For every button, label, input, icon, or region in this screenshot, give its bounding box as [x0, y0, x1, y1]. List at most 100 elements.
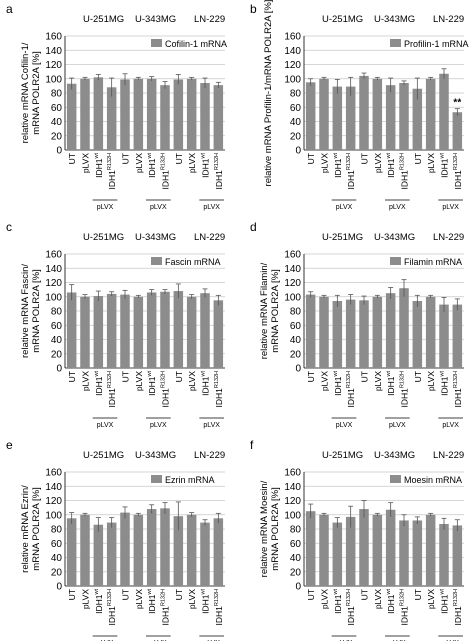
group-label: pLVX	[389, 204, 406, 211]
panel-b: b 0 20 40 60 80 100 120 140 160 relative mRNA Prof…	[250, 0, 469, 211]
x-tick-label: pLVX	[81, 589, 91, 609]
legend-swatch	[390, 39, 401, 47]
x-tick-label: pLVX	[81, 153, 91, 173]
x-tick-label-main: IDH1	[333, 158, 343, 178]
x-tick-label: pLVX	[187, 153, 197, 173]
x-tick-label: pLVX	[373, 371, 383, 391]
x-tick-label-sup: R132H	[214, 371, 220, 388]
bar	[66, 518, 77, 586]
y-tick-label: 0	[56, 582, 62, 593]
cell-line-label: U-343MG	[135, 14, 176, 25]
cell-line-label: U-343MG	[374, 232, 415, 243]
x-tick-label-main: pLVX	[320, 153, 330, 173]
legend-swatch	[390, 475, 401, 483]
cell-line-label: LN-229	[194, 14, 225, 25]
y-tick-label: 80	[290, 525, 302, 536]
cell-line-label: U-343MG	[135, 450, 176, 461]
x-tick-label-sup: R132H	[107, 153, 113, 170]
x-tick-label: pLVX	[426, 371, 436, 391]
bar	[399, 288, 409, 368]
bar	[173, 79, 184, 150]
y-tick-label: 80	[51, 307, 63, 318]
x-tick-label: UT	[67, 153, 77, 164]
bar	[66, 83, 77, 150]
x-tick-label-main: UT	[360, 589, 370, 600]
x-tick-label: UT	[121, 371, 131, 382]
bar	[372, 296, 383, 368]
x-tick-label: UT	[174, 589, 184, 600]
x-tick-label-main: IDH1	[440, 594, 450, 614]
legend-label: Profilin-1 mRNA	[404, 39, 469, 49]
x-tick-label: pLVX	[320, 371, 330, 391]
x-tick-label: UT	[360, 153, 370, 164]
y-tick-label: 40	[51, 117, 63, 128]
x-tick-label: IDH1wt	[386, 153, 396, 178]
x-tick-label-main: pLVX	[81, 153, 91, 173]
y-axis-label: relative mRNA Profilin-1/mRNA POLR2A [%]	[263, 0, 274, 186]
bar	[133, 296, 144, 368]
x-tick-label: UT	[121, 589, 131, 600]
y-tick-label: 20	[51, 131, 63, 142]
y-tick-label: 80	[290, 307, 302, 318]
x-tick-label-main: IDH1	[107, 606, 117, 626]
group-label: pLVX	[97, 204, 114, 211]
bar	[372, 514, 383, 586]
bar	[305, 82, 316, 150]
x-tick-label: UT	[360, 589, 370, 600]
x-tick-label-sup: R132H	[346, 153, 352, 170]
y-axis-label: relative mRNA Ezrin/mRNA POLR2A [%]	[20, 485, 42, 573]
x-tick-label-main: IDH1	[386, 594, 396, 614]
y-tick-label: 160	[45, 468, 62, 479]
cell-line-label: U-251MG	[322, 450, 363, 461]
y-tick-label: 0	[56, 364, 62, 375]
x-tick-label-main: UT	[306, 153, 316, 164]
bar	[385, 509, 396, 586]
x-tick-label-sup: wt	[201, 153, 207, 160]
x-tick-label-main: IDH1	[386, 376, 396, 396]
x-tick-label: IDH1R132H	[453, 371, 463, 408]
bar	[372, 78, 383, 150]
y-tick-label: 40	[290, 117, 302, 128]
x-tick-label-sup: wt	[94, 153, 100, 160]
x-tick-label-main: IDH1	[400, 170, 410, 190]
x-tick-label: UT	[306, 371, 316, 382]
bar	[439, 304, 449, 368]
bar	[146, 78, 157, 150]
x-tick-label-main: UT	[413, 589, 423, 600]
x-tick-label: pLVX	[134, 153, 144, 173]
bar	[120, 79, 130, 150]
x-tick-label-main: UT	[174, 371, 184, 382]
x-tick-label: IDH1wt	[333, 371, 343, 396]
x-tick-label-sup: R132H	[161, 589, 167, 606]
x-tick-label-main: IDH1	[440, 158, 450, 178]
x-tick-label-main: UT	[360, 371, 370, 382]
group-label: pLVX	[389, 422, 406, 429]
x-tick-label-main: pLVX	[426, 589, 436, 609]
legend-swatch	[151, 257, 162, 265]
legend-swatch	[151, 475, 162, 483]
bar	[305, 294, 316, 368]
bar	[200, 293, 210, 368]
cell-line-label: LN-229	[194, 232, 225, 243]
y-tick-label: 60	[290, 103, 302, 114]
x-tick-label-sup: wt	[440, 371, 446, 378]
bar	[359, 300, 369, 368]
bar	[160, 85, 170, 150]
x-tick-label: pLVX	[134, 371, 144, 391]
x-tick-label-main: IDH1	[386, 158, 396, 178]
x-tick-label-main: pLVX	[134, 153, 144, 173]
bar	[213, 85, 224, 150]
bar	[173, 516, 184, 586]
x-tick-label-main: pLVX	[134, 589, 144, 609]
x-tick-label-sup: R132H	[400, 153, 406, 170]
y-tick-label: 40	[290, 553, 302, 564]
bar	[213, 518, 224, 586]
legend-label: Cofilin-1 mRNA	[165, 39, 227, 49]
bar	[93, 77, 104, 150]
x-tick-label: IDH1wt	[201, 589, 211, 614]
y-tick-label: 160	[45, 250, 62, 261]
y-axis-label-line: relative mRNA Ezrin/	[20, 485, 31, 573]
x-tick-label-main: IDH1	[201, 158, 211, 178]
bar	[133, 514, 144, 586]
y-tick-label: 0	[56, 146, 62, 157]
